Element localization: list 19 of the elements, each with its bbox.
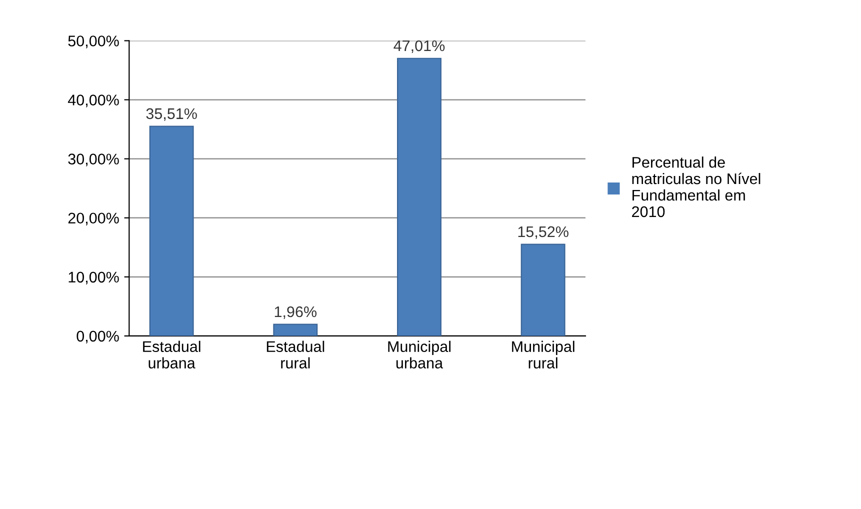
data-label: 35,51% — [146, 108, 197, 121]
y-tick-label: 10,00% — [68, 272, 119, 284]
bar — [520, 244, 566, 336]
y-tick-label: 40,00% — [68, 94, 119, 108]
data-label: 15,52% — [518, 226, 568, 239]
x-tick-label: Estadual rural — [266, 340, 324, 368]
bar — [397, 58, 442, 336]
x-tick-label: Municipal rural — [512, 340, 574, 368]
bar — [273, 324, 318, 336]
x-tick-label: Municipal urbana — [388, 340, 450, 368]
y-tick-label: 0,00% — [76, 330, 119, 344]
data-label: 1,96% — [274, 306, 317, 319]
bar — [149, 126, 194, 336]
y-tick-label: 20,00% — [68, 212, 119, 226]
data-label: 47,01% — [394, 40, 445, 53]
y-tick-label: 30,00% — [68, 154, 119, 166]
y-tick-label: 50,00% — [68, 36, 119, 48]
legend-label: Percentual de matriculas no Nível Fundamental em 2010 — [632, 156, 760, 218]
x-tick-label: Estadual urbana — [143, 340, 200, 368]
